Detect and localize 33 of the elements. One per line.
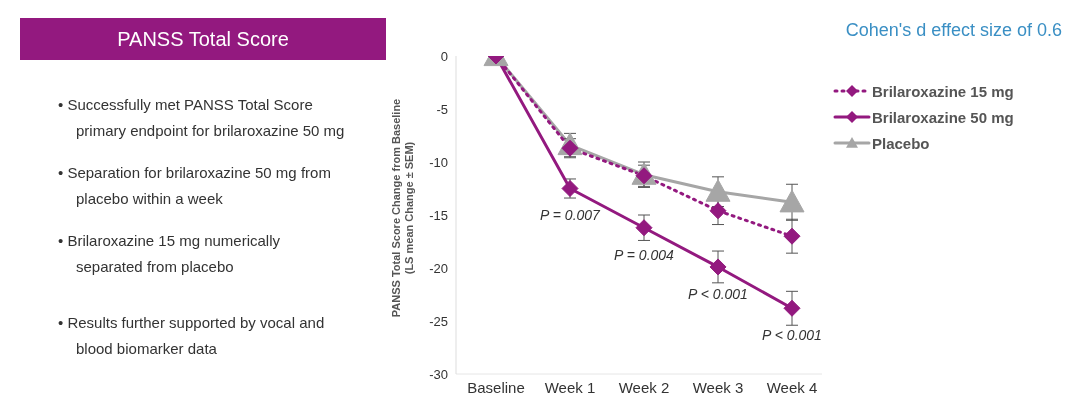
point [635, 219, 653, 237]
annotation: P < 0.001 [762, 327, 822, 344]
point [709, 202, 727, 220]
text: • Results further supported by vocal and blood biomarker data [58, 313, 326, 359]
y-tick-label: -25 [429, 313, 448, 329]
y-tick-label: -30 [429, 366, 448, 382]
legend-label: Brilaroxazine 15 mg [872, 82, 1014, 100]
point [705, 179, 731, 202]
y-tick-label: -5 [436, 101, 448, 117]
y-tick-label: -20 [429, 260, 448, 276]
annotation: P = 0.007 [540, 207, 602, 224]
annotation: P < 0.001 [688, 285, 748, 302]
text: • Successfully met PANSS Total Score primary endpoint for brilaroxazine 50 mg [58, 95, 346, 141]
point [709, 258, 727, 276]
text: Cohen's d effect size of 0.6 [845, 20, 1062, 41]
x-tick-label: Week 3 [692, 378, 744, 396]
x-tick-label: Baseline [467, 378, 525, 396]
point [783, 227, 801, 245]
x-tick-label: Week 1 [544, 378, 596, 396]
x-tick-label: Week 2 [618, 378, 670, 396]
point [779, 189, 805, 213]
y-tick-label: -10 [429, 154, 448, 170]
y-axis-title: PANSS Total Score Change from Baseline (LS mean Change ± SEM) [389, 98, 415, 318]
x-tick-label: Week 4 [766, 378, 818, 396]
text: PANSS Total Score [20, 18, 386, 60]
y-tick-label: -15 [429, 207, 448, 223]
text: • Brilaroxazine 15 mg numerically separated from placebo [58, 231, 281, 277]
annotation: P = 0.004 [614, 246, 675, 263]
point [783, 299, 801, 317]
y-tick-label: 0 [440, 48, 448, 64]
text: • Separation for brilaroxazine 50 mg from placebo within a week [58, 163, 332, 209]
legend-label: Brilaroxazine 50 mg [872, 108, 1014, 126]
legend-label: Placebo [872, 134, 930, 152]
